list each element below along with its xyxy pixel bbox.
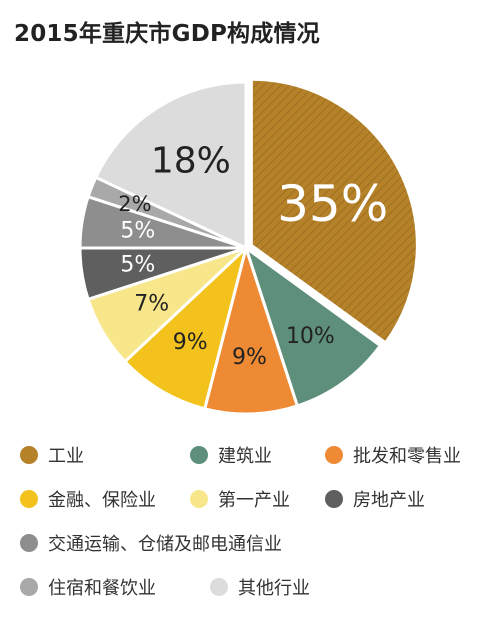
pie-chart: 35%10%9%9%7%5%5%2%18%: [78, 77, 419, 416]
pie-value-label-5: 7%: [134, 291, 169, 316]
pie-slice-2: [243, 244, 383, 408]
legend-item: 房地产业: [325, 486, 425, 512]
pie-value-label-3: 9%: [232, 345, 267, 370]
legend-label: 房地产业: [353, 490, 425, 511]
pie-value-label-6: 5%: [120, 253, 155, 278]
pie-slice-3: [202, 242, 300, 416]
pie-slices: [78, 77, 419, 416]
pie-value-label-4: 9%: [173, 330, 208, 355]
pie-value-label-9: 18%: [151, 141, 231, 182]
legend-item: 第一产业: [190, 486, 290, 512]
pie-slice-9: [93, 80, 248, 251]
legend-label: 其他行业: [238, 578, 310, 599]
legend-swatch: [20, 446, 38, 464]
legend-item: 交通运输、仓储及邮电通信业: [20, 530, 282, 556]
legend-swatch: [20, 578, 38, 596]
legend-label: 第一产业: [218, 490, 290, 511]
legend-label: 批发和零售业: [353, 446, 461, 467]
legend-item: 批发和零售业: [325, 442, 461, 468]
legend-swatch: [325, 490, 343, 508]
legend-label: 住宿和餐饮业: [48, 578, 156, 599]
legend-swatch: [210, 578, 228, 596]
legend-item: 住宿和餐饮业: [20, 574, 156, 600]
legend-swatch: [325, 446, 343, 464]
pie-value-label-2: 10%: [286, 324, 335, 349]
legend-label: 建筑业: [218, 446, 272, 467]
legend-item: 工业: [20, 442, 84, 468]
pie-value-label-8: 2%: [118, 192, 151, 216]
legend-swatch: [20, 534, 38, 552]
legend-label: 金融、保险业: [48, 490, 156, 511]
legend-item: 金融、保险业: [20, 486, 156, 512]
legend-swatch: [190, 446, 208, 464]
pie-slice-4: [122, 243, 249, 411]
legend-swatch: [190, 490, 208, 508]
chart-legend: 工业 建筑业 批发和零售业金融、保险业 第一产业 房地产业交通运输、仓储及邮电通信业 住宿…: [20, 442, 500, 622]
pie-labels: 35%10%9%9%7%5%5%2%18%: [118, 141, 388, 370]
pie-value-label-1: 35%: [277, 175, 388, 233]
legend-label: 工业: [48, 446, 84, 467]
legend-swatch: [20, 490, 38, 508]
legend-label: 交通运输、仓储及邮电通信业: [48, 534, 282, 555]
pie-slice-1: [249, 77, 419, 345]
legend-item: 建筑业: [190, 442, 272, 468]
pie-value-label-7: 5%: [120, 218, 155, 243]
legend-item: 其他行业: [210, 574, 310, 600]
chart-title: 2015年重庆市GDP构成情况: [14, 21, 320, 47]
